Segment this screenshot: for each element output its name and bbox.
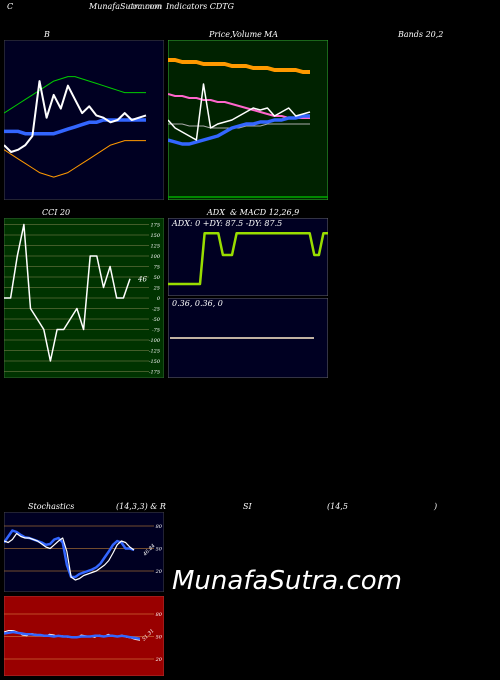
- cci-tick-label: 125: [150, 244, 160, 250]
- cci-tick-label: -175: [149, 370, 160, 376]
- cci-tick-label: 75: [154, 265, 160, 271]
- pv-orange-ma: [168, 58, 310, 74]
- stoch-bg: [4, 512, 164, 592]
- header-overlap: common: [128, 2, 163, 11]
- macd-chart: [168, 298, 328, 378]
- header-left: C: [7, 2, 14, 11]
- macd-label: & MACD 12,26,9: [230, 208, 300, 217]
- price-chart: [168, 40, 328, 200]
- bb-label: B: [44, 30, 50, 39]
- cci-tick-label: 0: [157, 296, 161, 302]
- cci-tick-label: 175: [150, 223, 160, 229]
- cci-line: [4, 223, 131, 362]
- macd-values: 0.36, 0.36, 0: [172, 299, 223, 308]
- volume-label: Volume: [232, 30, 262, 39]
- cci-tick-label: -75: [152, 328, 160, 334]
- stoch-params: (14,3,3) & R: [116, 502, 166, 511]
- cci-tick-label: -50: [152, 317, 161, 323]
- bb-middle-band: [4, 118, 146, 136]
- rsi-label: SI: [243, 502, 252, 511]
- bollinger-chart: [4, 40, 164, 200]
- rsi-tick-label: 50: [156, 635, 163, 641]
- cci-label: CCI 20: [42, 208, 71, 217]
- cci-tick-label: 25: [153, 286, 160, 292]
- stoch-tick-label: 20: [155, 569, 163, 575]
- rsi-tick-label: 20: [155, 657, 163, 663]
- adx-chart: [168, 218, 328, 296]
- price-label: Price,: [209, 30, 233, 39]
- ma-label: MA: [264, 30, 278, 39]
- header-indicators: Indicators CDTG: [166, 2, 235, 11]
- header-site: MunafaSutra.com: [89, 2, 162, 11]
- cci-tick-label: -125: [149, 349, 160, 355]
- cci-tick-label: -25: [152, 307, 160, 313]
- adx-label: ADX: [207, 208, 225, 217]
- bands-label: Bands 20,2: [398, 30, 444, 39]
- stoch-label: Stochastics: [28, 502, 75, 511]
- stoch-tick-label: 50: [156, 547, 163, 553]
- rsi-params: (14,5: [327, 502, 348, 511]
- cci-last-value: 46: [137, 276, 147, 284]
- stoch-tick-label: 80: [156, 524, 163, 530]
- rsi-close: ): [434, 502, 438, 511]
- bb-lower-band: [4, 140, 146, 178]
- cci-tick-label: -100: [149, 338, 161, 344]
- bb-price-line: [4, 80, 147, 153]
- watermark: MunafaSutra.com: [172, 566, 403, 596]
- pv-price-line: [168, 83, 311, 141]
- cci-chart: 175 150 125 100 75 50 25 0 -25 -50 -75 -100 -125 -150…: [4, 218, 164, 378]
- stoch-d-line: [4, 532, 135, 581]
- cci-tick-label: 50: [154, 275, 161, 281]
- pv-blue-ma: [168, 114, 310, 146]
- adx-values: ADX: 0 +DY: 87.5 -DY: 87.5: [172, 219, 283, 228]
- pv-gray-ma: [168, 123, 310, 129]
- bb-upper-band: [4, 76, 146, 114]
- adx-line: [168, 232, 328, 286]
- rsi-signal-line: [4, 630, 141, 641]
- cci-tick-label: 100: [150, 254, 160, 260]
- cci-tick-label: 150: [150, 233, 160, 239]
- rsi-tick-label: 80: [156, 612, 163, 618]
- cci-tick-label: -150: [149, 359, 161, 365]
